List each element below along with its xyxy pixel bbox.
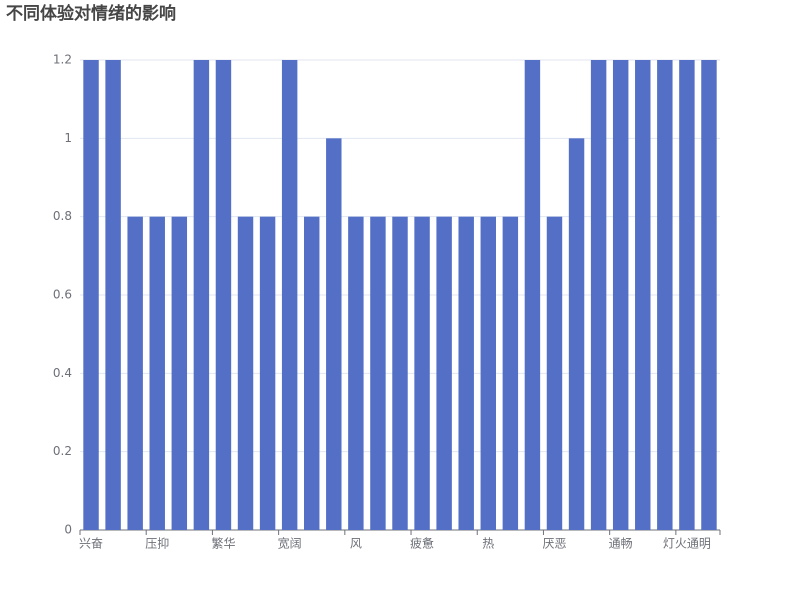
bar: [326, 138, 342, 531]
y-tick-label: 1.2: [53, 53, 72, 67]
chart-title: 不同体验对情绪的影响: [6, 3, 176, 24]
bar: [480, 216, 496, 530]
bar: [105, 60, 121, 530]
x-tick-label: 热: [482, 537, 494, 551]
bar: [502, 216, 519, 530]
bar: [83, 60, 99, 530]
bar: [127, 216, 143, 530]
bar: [237, 216, 254, 530]
bar: [546, 216, 563, 530]
x-tick-label: 宽阔: [278, 536, 302, 551]
y-tick-label: 0: [64, 523, 72, 537]
bar: [149, 216, 165, 530]
bar: [193, 60, 210, 530]
bar: [657, 60, 673, 530]
y-tick-label: 0.4: [53, 366, 72, 380]
x-tick-label: 通畅: [609, 537, 633, 551]
x-tick-label: 繁华: [211, 536, 235, 551]
bar: [304, 216, 320, 530]
bar: [679, 60, 695, 530]
bar: [392, 216, 408, 530]
y-tick-label: 1: [64, 131, 72, 145]
bar: [259, 216, 276, 530]
x-tick-label: 兴奋: [79, 537, 103, 551]
y-tick-label: 0.2: [53, 444, 72, 458]
bar: [568, 138, 585, 531]
bar: [281, 60, 298, 530]
bar: [436, 216, 452, 530]
x-tick-label: 压抑: [145, 536, 169, 551]
bar: [414, 216, 430, 530]
bar: [171, 216, 188, 530]
x-tick-label: 风: [350, 537, 362, 551]
bar: [215, 60, 232, 530]
bar: [635, 60, 651, 530]
x-tick-label: 灯火通明: [663, 537, 711, 551]
bar: [590, 60, 607, 530]
bar: [370, 216, 386, 530]
bar: [458, 216, 474, 530]
y-tick-label: 0.8: [53, 209, 72, 223]
bar: [524, 60, 541, 530]
x-tick-label: 厌恶: [542, 537, 566, 551]
y-tick-label: 0.6: [53, 288, 72, 302]
bar: [701, 60, 717, 530]
bar: [612, 60, 629, 530]
bar: [348, 216, 364, 530]
x-tick-label: 疲惫: [410, 536, 434, 551]
